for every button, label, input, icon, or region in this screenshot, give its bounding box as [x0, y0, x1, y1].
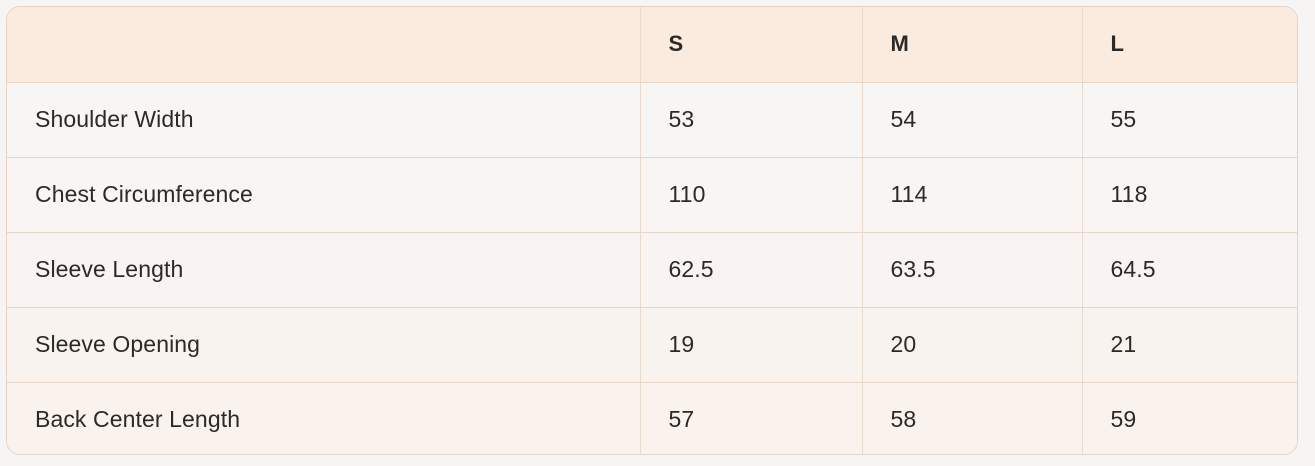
table-row: Back Center Length 57 58 59 — [7, 382, 1297, 454]
size-chart-table: S M L Shoulder Width 53 54 55 Chest Circ… — [7, 7, 1297, 454]
column-header-measurement — [7, 7, 641, 83]
measurement-label: Shoulder Width — [7, 82, 641, 158]
value-m: 20 — [862, 307, 1083, 383]
value-l: 55 — [1082, 82, 1297, 158]
table-row: Chest Circumference 110 114 118 — [7, 157, 1297, 233]
table-row: Sleeve Opening 19 20 21 — [7, 307, 1297, 383]
value-l: 64.5 — [1082, 232, 1297, 308]
table-body: Shoulder Width 53 54 55 Chest Circumfere… — [7, 82, 1297, 454]
value-m: 54 — [862, 82, 1083, 158]
column-header-l: L — [1082, 7, 1297, 83]
measurement-label: Chest Circumference — [7, 157, 641, 233]
value-m: 114 — [862, 157, 1083, 233]
value-s: 110 — [640, 157, 863, 233]
measurement-label: Sleeve Opening — [7, 307, 641, 383]
value-s: 19 — [640, 307, 863, 383]
table-header: S M L — [7, 7, 1297, 83]
table-row: Sleeve Length 62.5 63.5 64.5 — [7, 232, 1297, 308]
table-row: Shoulder Width 53 54 55 — [7, 82, 1297, 158]
value-s: 57 — [640, 382, 863, 454]
measurement-label: Sleeve Length — [7, 232, 641, 308]
column-header-m: M — [862, 7, 1083, 83]
value-l: 59 — [1082, 382, 1297, 454]
value-l: 118 — [1082, 157, 1297, 233]
value-l: 21 — [1082, 307, 1297, 383]
value-s: 62.5 — [640, 232, 863, 308]
size-chart-container: S M L Shoulder Width 53 54 55 Chest Circ… — [6, 6, 1298, 455]
value-s: 53 — [640, 82, 863, 158]
header-row: S M L — [7, 7, 1297, 83]
value-m: 63.5 — [862, 232, 1083, 308]
column-header-s: S — [640, 7, 863, 83]
value-m: 58 — [862, 382, 1083, 454]
measurement-label: Back Center Length — [7, 382, 641, 454]
